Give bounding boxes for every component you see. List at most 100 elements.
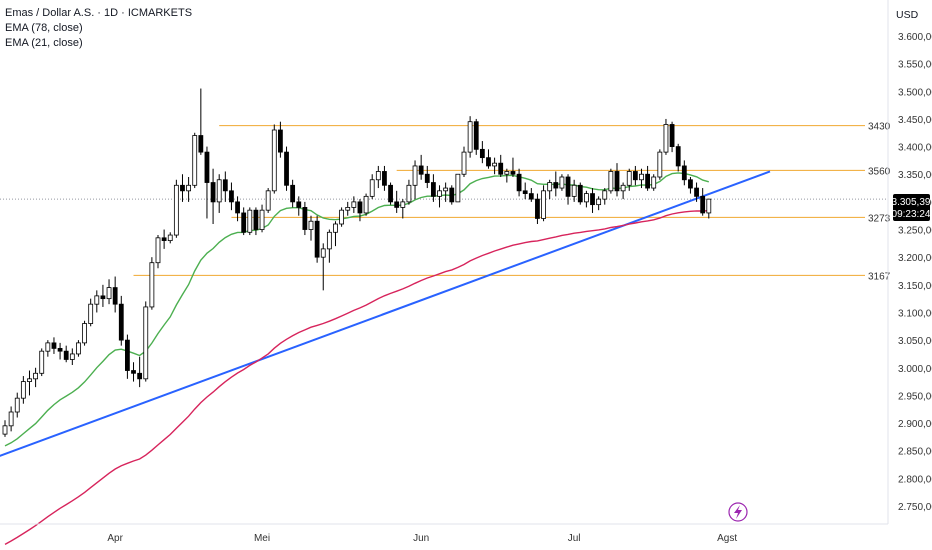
- trendline-layer: [0, 170, 771, 457]
- candle-down: [675, 146, 681, 167]
- candle-up: [455, 173, 461, 203]
- candle-down: [382, 171, 387, 186]
- x-tick-label: Agst: [717, 533, 737, 544]
- lightning-icon[interactable]: [728, 502, 748, 522]
- candle-up: [14, 397, 20, 413]
- candle-up: [461, 151, 467, 175]
- candle-up: [333, 223, 338, 233]
- chart-legend: Emas / Dollar A.S. · 1D · ICMARKETS EMA …: [5, 6, 192, 51]
- candle-down: [210, 182, 216, 203]
- candle-up: [443, 187, 449, 192]
- candle-down: [510, 171, 516, 175]
- y-tick-label: 3.450,00: [898, 115, 932, 126]
- candle-down: [290, 184, 296, 203]
- y-tick-label: 3.550,00: [898, 60, 932, 71]
- candle-up: [8, 411, 14, 427]
- candle-down: [100, 295, 106, 300]
- candle-down: [473, 121, 479, 150]
- y-tick-label: 3.100,00: [898, 308, 932, 319]
- price-badge-bg: [893, 194, 930, 221]
- candle-up: [467, 121, 473, 153]
- candle-up: [216, 179, 222, 203]
- candle-down: [277, 129, 283, 153]
- candle-down: [535, 198, 540, 219]
- candle-up: [559, 176, 565, 189]
- candle-up: [504, 171, 510, 175]
- ema78-legend[interactable]: EMA (78, close): [5, 22, 83, 34]
- candle-down: [357, 201, 363, 214]
- candle-up: [33, 372, 38, 380]
- candle-down: [424, 173, 430, 183]
- level-label: 3560: [868, 166, 891, 177]
- candle-down: [118, 303, 124, 341]
- candle-up: [167, 234, 173, 241]
- candle-down: [479, 148, 485, 159]
- candle-up: [620, 184, 626, 192]
- currency-label[interactable]: USD: [896, 9, 919, 21]
- candle-down: [516, 173, 522, 192]
- candle-up: [608, 171, 614, 192]
- ema21-legend[interactable]: EMA (21, close): [5, 37, 83, 49]
- candle-down: [645, 173, 650, 189]
- ema-layer: [4, 172, 709, 546]
- candle-down: [388, 184, 393, 203]
- candle-down: [632, 171, 638, 181]
- candle-down: [204, 151, 210, 183]
- candle-down: [314, 220, 320, 258]
- candle-down: [430, 182, 436, 197]
- candle-down: [522, 190, 528, 194]
- y-tick-label: 3.250,00: [898, 226, 932, 237]
- candle-down: [565, 176, 571, 197]
- candle-down: [63, 350, 69, 360]
- candle-up: [82, 323, 87, 344]
- candle-up: [651, 176, 657, 189]
- level-label: 3430: [868, 122, 891, 133]
- candle-up: [149, 262, 155, 308]
- y-tick-label: 2.750,00: [898, 502, 932, 513]
- candle-down: [694, 187, 699, 197]
- y-tick-label: 3.200,00: [898, 253, 932, 264]
- candle-up: [186, 184, 192, 192]
- x-tick-label: Jul: [568, 533, 581, 544]
- candle-down: [688, 179, 693, 189]
- candle-down: [253, 209, 259, 230]
- y-tick-label: 3.400,00: [898, 143, 932, 154]
- candle-up: [88, 303, 94, 324]
- ema78-line[interactable]: [4, 210, 709, 546]
- ema21-line[interactable]: [4, 172, 709, 447]
- candle-down: [449, 187, 455, 203]
- candle-up: [345, 207, 351, 211]
- candle-up: [27, 378, 32, 382]
- candle-up: [339, 209, 345, 225]
- symbol-title[interactable]: Emas / Dollar A.S. · 1D · ICMARKETS: [5, 7, 193, 19]
- candle-up: [584, 193, 589, 203]
- candle-up: [706, 198, 712, 214]
- y-tick-label: 2.850,00: [898, 447, 932, 458]
- candle-up: [602, 190, 608, 200]
- candle-up: [437, 190, 442, 197]
- trendline[interactable]: [0, 170, 771, 457]
- time-axis[interactable]: Apr Mei Jun Jul Agst: [107, 533, 737, 544]
- y-tick-label: 3.000,00: [898, 364, 932, 375]
- current-price-badge: 3.305,39 09:23:24: [892, 194, 931, 221]
- candle-down: [296, 201, 302, 208]
- candle-down: [669, 124, 675, 147]
- candle-up: [2, 425, 8, 435]
- candle-up: [39, 350, 45, 374]
- candle-up: [351, 201, 357, 208]
- candle-down: [590, 193, 595, 206]
- horizontal-levels: 3430 3560 3273 3167: [0, 122, 891, 282]
- price-badge-value: 3.305,39: [892, 197, 931, 208]
- candle-down: [137, 372, 143, 380]
- price-badge-countdown: 09:23:24: [892, 209, 931, 220]
- candle-down: [486, 157, 491, 167]
- candle-down: [614, 171, 620, 192]
- candle-down: [198, 135, 204, 153]
- candle-up: [412, 165, 418, 186]
- y-tick-label: 3.350,00: [898, 170, 932, 181]
- candle-down: [577, 184, 583, 203]
- candle-down: [125, 339, 130, 371]
- candle-up: [259, 209, 265, 230]
- candle-up: [320, 248, 326, 258]
